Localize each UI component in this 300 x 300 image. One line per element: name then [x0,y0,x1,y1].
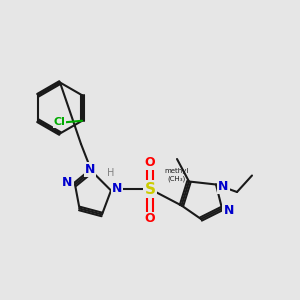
Text: N: N [85,163,95,176]
Text: N: N [62,176,73,190]
Text: O: O [145,212,155,226]
Text: S: S [145,182,155,196]
Text: methyl
(CH₃): methyl (CH₃) [165,168,189,182]
Text: N: N [224,203,234,217]
Text: Cl: Cl [54,117,65,127]
Text: H: H [107,168,115,178]
Text: N: N [218,179,229,193]
Text: O: O [145,155,155,169]
Text: N: N [112,182,122,196]
